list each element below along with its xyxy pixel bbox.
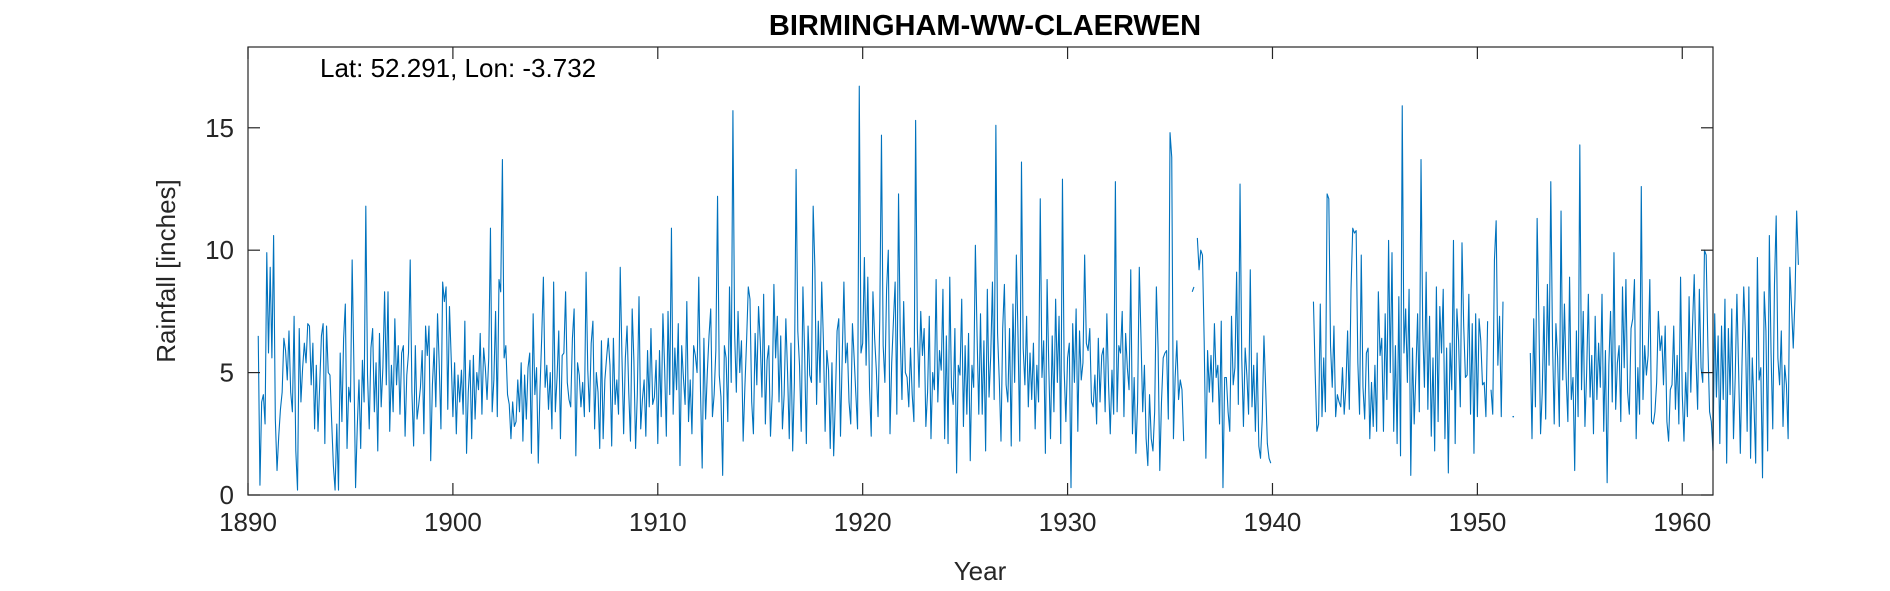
x-tick-label-1900: 1900 — [424, 507, 482, 537]
series-point — [1512, 415, 1515, 418]
x-tick-label-1930: 1930 — [1039, 507, 1097, 537]
x-axis-ticks: 1890 1900 1910 1920 1930 1940 1950 1960 — [219, 47, 1711, 537]
series-line-segment-6 — [1529, 144, 1799, 484]
x-tick-label-1890: 1890 — [219, 507, 277, 537]
y-tick-label-5: 5 — [220, 358, 234, 388]
plot-axes-box — [247, 46, 1714, 496]
y-tick-label-15: 15 — [205, 113, 234, 143]
y-axis-label: Rainfall [inches] — [151, 179, 181, 363]
y-tick-label-0: 0 — [220, 480, 234, 510]
series-line-segment-4 — [1490, 220, 1504, 418]
x-tick-label-1920: 1920 — [834, 507, 892, 537]
y-tick-label-10: 10 — [205, 235, 234, 265]
x-tick-label-1950: 1950 — [1448, 507, 1506, 537]
chart-title: BIRMINGHAM-WW-CLAERWEN — [769, 10, 1201, 42]
x-axis-label: Year — [954, 556, 1007, 586]
rainfall-series — [257, 85, 1799, 491]
series-line-segment-1 — [1191, 286, 1195, 292]
x-tick-label-1940: 1940 — [1244, 507, 1302, 537]
y-axis-ticks: 0 5 10 15 — [205, 113, 1713, 510]
x-tick-label-1910: 1910 — [629, 507, 687, 537]
station-coordinates-annotation: Lat: 52.291, Lon: -3.732 — [320, 53, 596, 83]
x-tick-label-1960: 1960 — [1653, 507, 1711, 537]
series-line-segment-0 — [257, 85, 1185, 491]
series-line-segment-2 — [1196, 183, 1272, 489]
series-line-segment-3 — [1312, 105, 1489, 476]
